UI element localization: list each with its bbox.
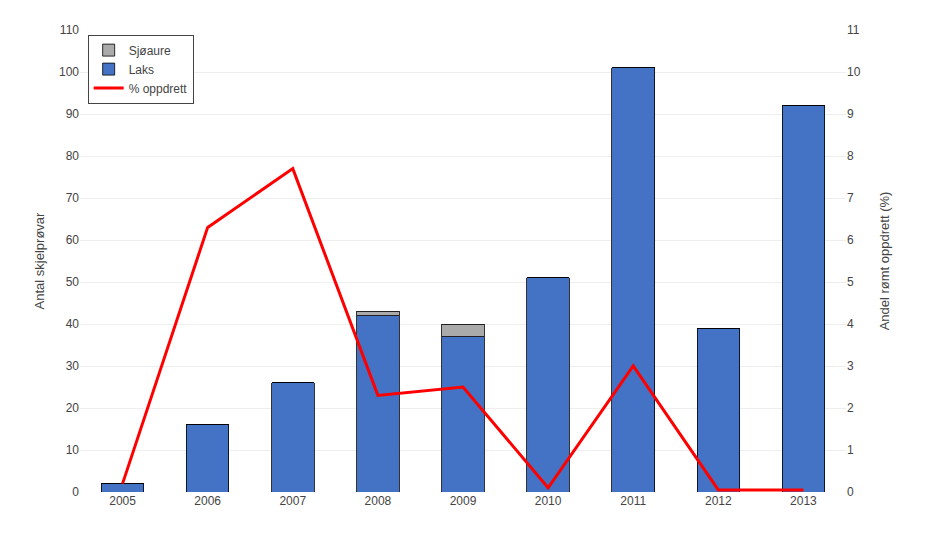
svg-text:Antal skjelprøvar: Antal skjelprøvar bbox=[32, 212, 47, 309]
svg-text:4: 4 bbox=[847, 317, 854, 331]
svg-text:80: 80 bbox=[66, 149, 80, 163]
svg-text:2005: 2005 bbox=[109, 494, 136, 508]
svg-text:8: 8 bbox=[847, 149, 854, 163]
svg-text:2010: 2010 bbox=[535, 494, 562, 508]
svg-text:Andel rømt oppdrett (%): Andel rømt oppdrett (%) bbox=[877, 192, 892, 331]
svg-text:2013: 2013 bbox=[790, 494, 817, 508]
svg-text:3: 3 bbox=[847, 359, 854, 373]
svg-text:50: 50 bbox=[66, 275, 80, 289]
svg-text:% oppdrett: % oppdrett bbox=[129, 82, 188, 96]
svg-text:70: 70 bbox=[66, 191, 80, 205]
svg-text:2009: 2009 bbox=[450, 494, 477, 508]
svg-text:0: 0 bbox=[847, 485, 854, 499]
svg-text:100: 100 bbox=[59, 65, 79, 79]
svg-text:9: 9 bbox=[847, 107, 854, 121]
svg-text:2006: 2006 bbox=[194, 494, 221, 508]
svg-text:5: 5 bbox=[847, 275, 854, 289]
svg-text:40: 40 bbox=[66, 317, 80, 331]
svg-text:11: 11 bbox=[847, 23, 860, 37]
svg-text:90: 90 bbox=[66, 107, 80, 121]
svg-text:Sjøaure: Sjøaure bbox=[129, 44, 171, 58]
svg-text:2007: 2007 bbox=[279, 494, 306, 508]
svg-text:6: 6 bbox=[847, 233, 854, 247]
svg-text:2012: 2012 bbox=[705, 494, 732, 508]
svg-text:2008: 2008 bbox=[365, 494, 392, 508]
svg-text:110: 110 bbox=[60, 23, 79, 37]
svg-text:0: 0 bbox=[72, 485, 79, 499]
svg-text:1: 1 bbox=[847, 443, 854, 457]
svg-text:7: 7 bbox=[847, 191, 854, 205]
svg-text:10: 10 bbox=[847, 65, 861, 79]
svg-text:2011: 2011 bbox=[620, 494, 646, 508]
svg-text:60: 60 bbox=[66, 233, 80, 247]
svg-text:30: 30 bbox=[66, 359, 80, 373]
svg-text:2: 2 bbox=[847, 401, 854, 415]
svg-text:20: 20 bbox=[66, 401, 80, 415]
svg-text:Laks: Laks bbox=[129, 63, 154, 77]
svg-text:10: 10 bbox=[66, 443, 80, 457]
